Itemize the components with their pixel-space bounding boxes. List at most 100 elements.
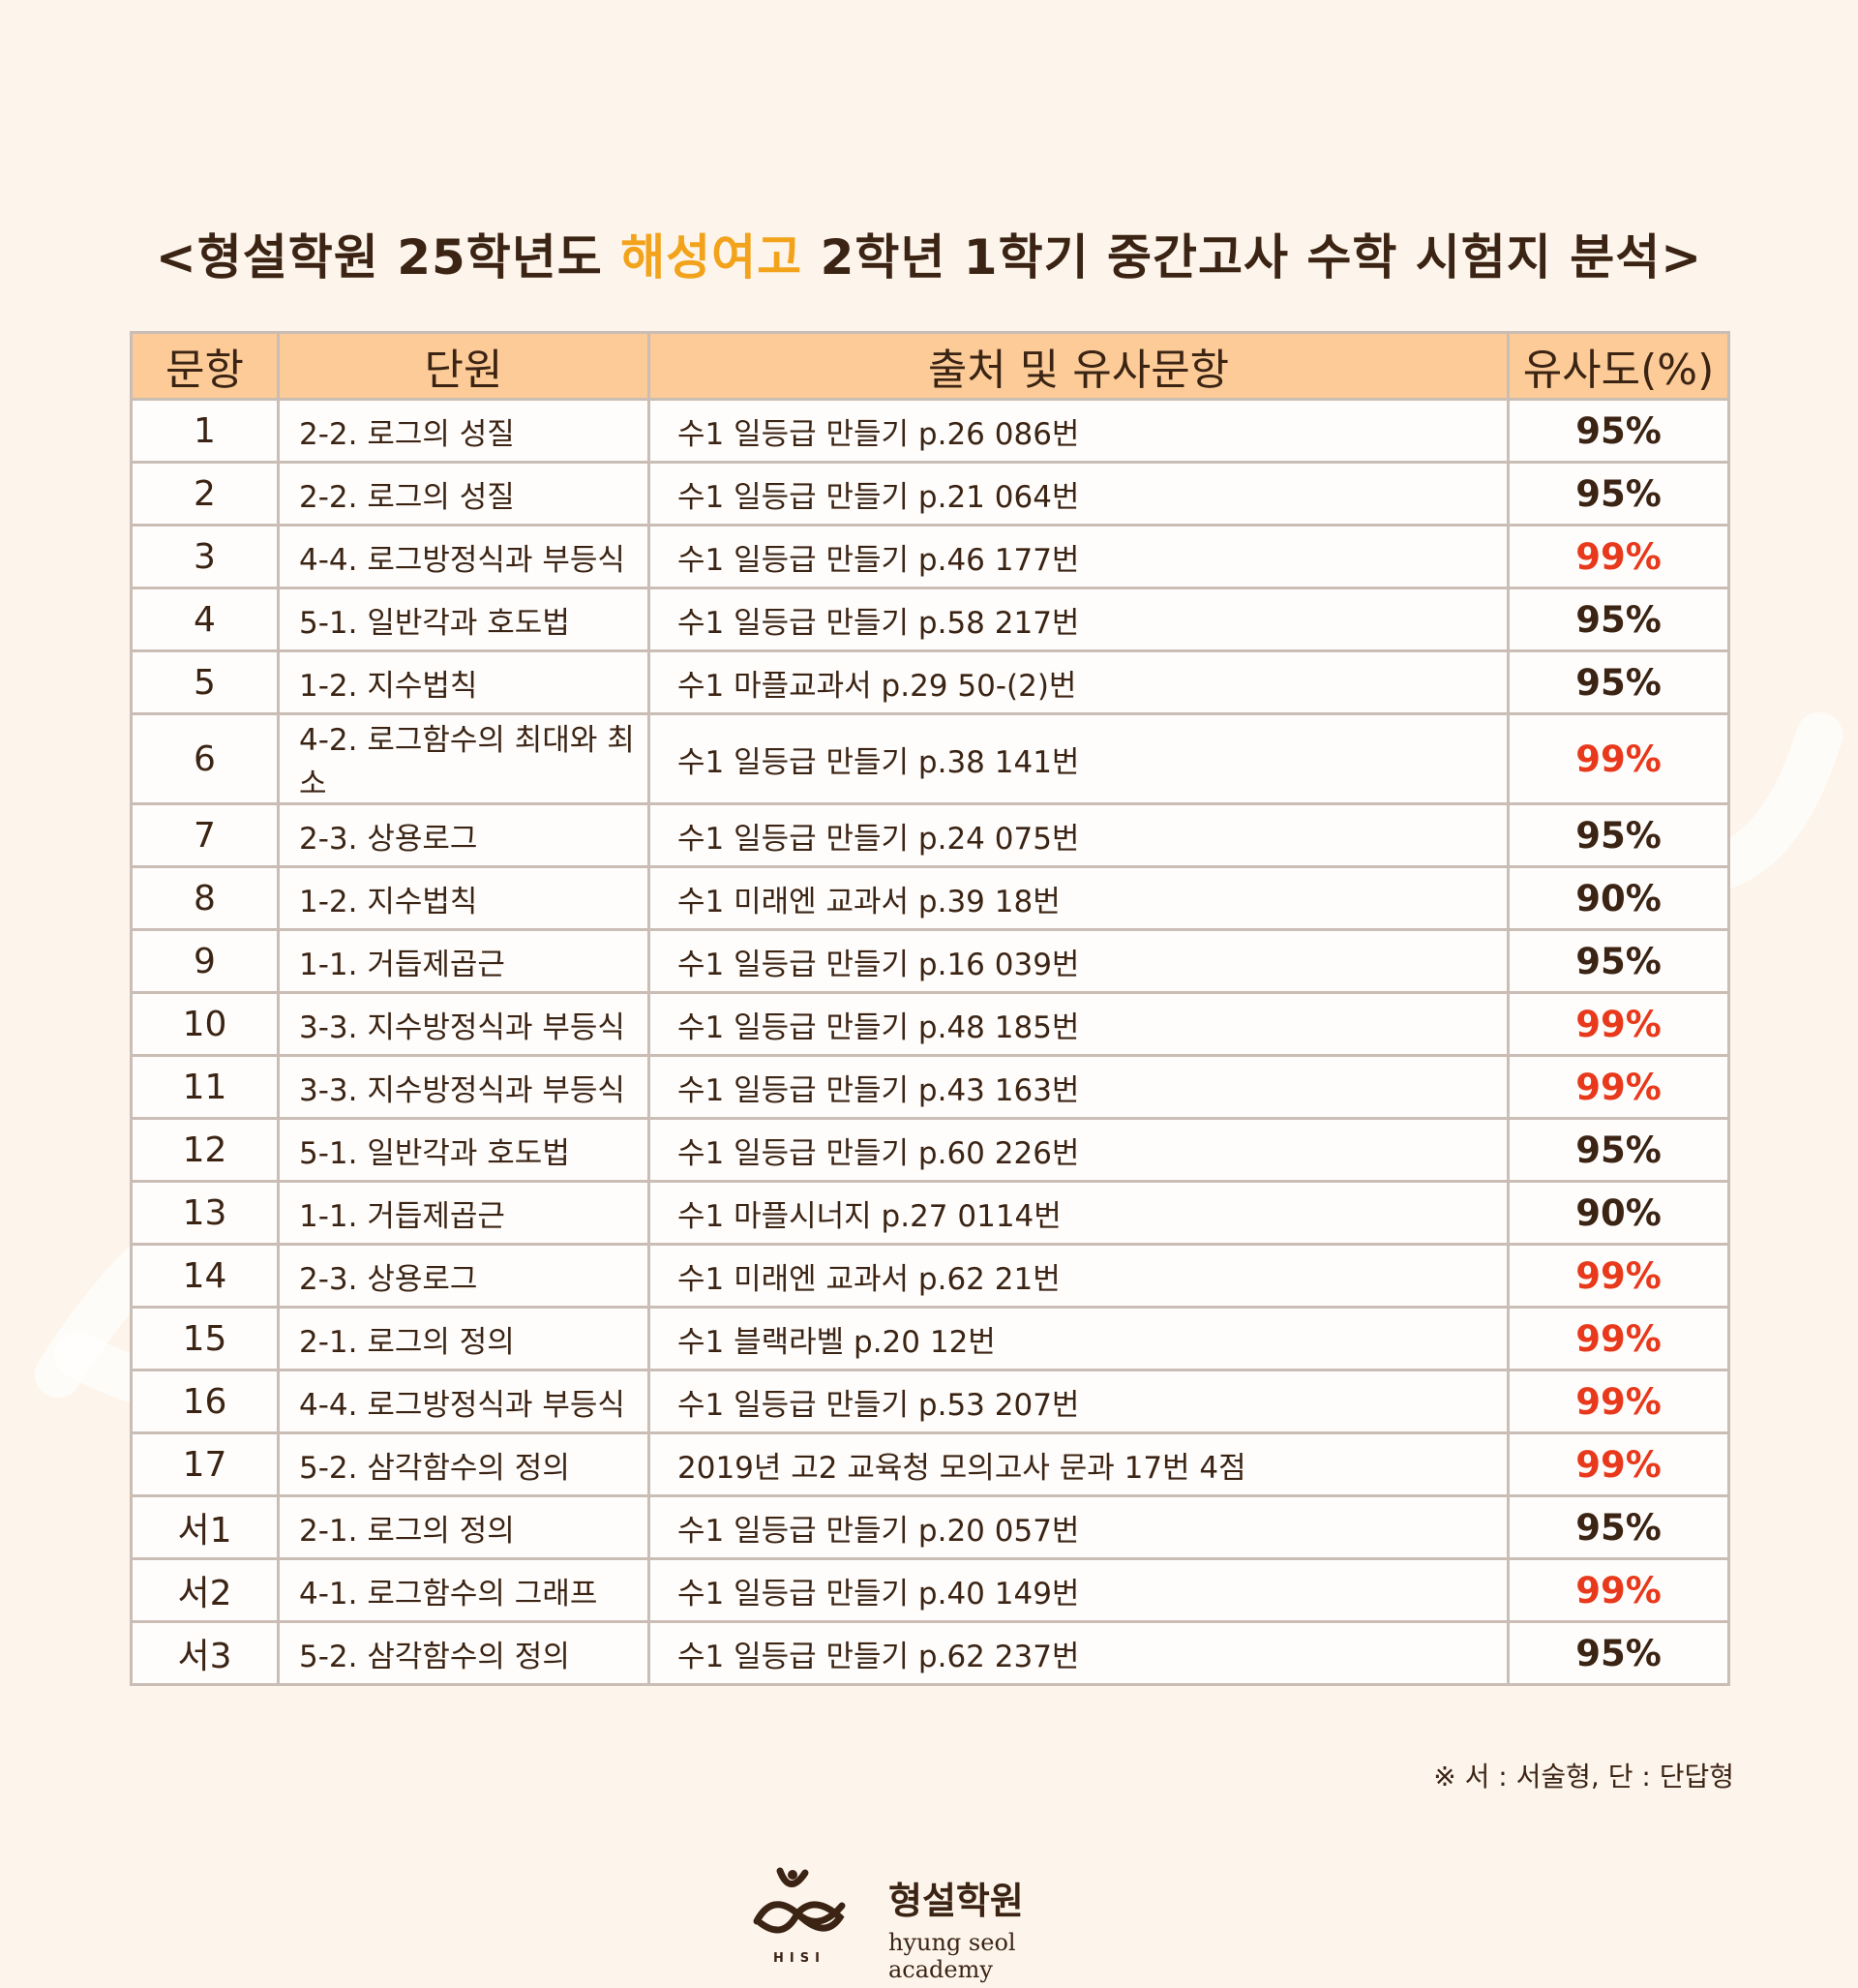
unit-cell: 2-2. 로그의 성질	[277, 398, 650, 464]
title-suffix: 2학년 1학기 중간고사 수학 시험지 분석>	[802, 229, 1703, 286]
unit-cell: 1-1. 거듭제곱근	[277, 928, 650, 994]
table-row: 서1 2-1. 로그의 정의 수1 일등급 만들기 p.20 057번 95%	[130, 1494, 1730, 1560]
question-number-cell: 12	[130, 1117, 280, 1183]
unit-cell: 5-1. 일반각과 호도법	[277, 587, 650, 652]
unit-cell: 5-1. 일반각과 호도법	[277, 1117, 650, 1183]
source-cell: 2019년 고2 교육청 모의고사 문과 17번 4점	[647, 1431, 1510, 1497]
similarity-cell: 99%	[1507, 524, 1730, 589]
similarity-cell: 95%	[1507, 802, 1730, 868]
header-source: 출처 및 유사문항	[647, 331, 1510, 401]
similarity-cell: 95%	[1507, 461, 1730, 527]
table-row: 5 1-2. 지수법칙 수1 마플교과서 p.29 50-(2)번 95%	[130, 649, 1730, 715]
source-cell: 수1 일등급 만들기 p.46 177번	[647, 524, 1510, 589]
source-cell: 수1 일등급 만들기 p.21 064번	[647, 461, 1510, 527]
question-number-cell: 3	[130, 524, 280, 589]
similarity-cell: 99%	[1507, 1557, 1730, 1623]
source-cell: 수1 일등급 만들기 p.53 207번	[647, 1369, 1510, 1434]
similarity-cell: 95%	[1507, 1494, 1730, 1560]
unit-cell: 2-3. 상용로그	[277, 802, 650, 868]
question-number-cell: 9	[130, 928, 280, 994]
similarity-cell: 95%	[1507, 928, 1730, 994]
similarity-cell: 90%	[1507, 865, 1730, 931]
logo-subtitle: hyung seol academy	[888, 1929, 1016, 1983]
title-prefix: <형설학원 25학년도	[155, 229, 621, 286]
source-cell: 수1 일등급 만들기 p.48 185번	[647, 991, 1510, 1057]
source-cell: 수1 일등급 만들기 p.38 141번	[647, 712, 1510, 805]
unit-cell: 5-2. 삼각함수의 정의	[277, 1431, 650, 1497]
question-number-cell: 10	[130, 991, 280, 1057]
table-row: 7 2-3. 상용로그 수1 일등급 만들기 p.24 075번 95%	[130, 802, 1730, 868]
unit-cell: 2-2. 로그의 성질	[277, 461, 650, 527]
question-number-cell: 11	[130, 1054, 280, 1120]
question-number-cell: 서3	[130, 1620, 280, 1686]
question-number-cell: 8	[130, 865, 280, 931]
similarity-cell: 95%	[1507, 1117, 1730, 1183]
academy-logo-icon: HISI	[753, 1867, 846, 1966]
table-row: 17 5-2. 삼각함수의 정의 2019년 고2 교육청 모의고사 문과 17번 …	[130, 1431, 1730, 1497]
similarity-cell: 99%	[1507, 1243, 1730, 1309]
similarity-cell: 99%	[1507, 1306, 1730, 1371]
source-cell: 수1 마플시너지 p.27 0114번	[647, 1180, 1510, 1246]
unit-cell: 4-4. 로그방정식과 부등식	[277, 1369, 650, 1434]
question-number-cell: 5	[130, 649, 280, 715]
unit-cell: 1-1. 거듭제곱근	[277, 1180, 650, 1246]
table-row: 서2 4-1. 로그함수의 그래프 수1 일등급 만들기 p.40 149번 99%	[130, 1557, 1730, 1623]
question-number-cell: 6	[130, 712, 280, 805]
table-row: 3 4-4. 로그방정식과 부등식 수1 일등급 만들기 p.46 177번 99%	[130, 524, 1730, 589]
table-row: 16 4-4. 로그방정식과 부등식 수1 일등급 만들기 p.53 207번 99%	[130, 1369, 1730, 1434]
question-number-cell: 13	[130, 1180, 280, 1246]
question-number-cell: 16	[130, 1369, 280, 1434]
similarity-cell: 95%	[1507, 649, 1730, 715]
exam-analysis-table: 문항 단원 출처 및 유사문항 유사도(%) 1 2-2. 로그의 성질 수1 일등…	[130, 331, 1730, 1686]
header-unit: 단원	[277, 331, 650, 401]
table-row: 10 3-3. 지수방정식과 부등식 수1 일등급 만들기 p.48 185번 99%	[130, 991, 1730, 1057]
unit-cell: 1-2. 지수법칙	[277, 649, 650, 715]
question-number-cell: 4	[130, 587, 280, 652]
table-row: 4 5-1. 일반각과 호도법 수1 일등급 만들기 p.58 217번 95%	[130, 587, 1730, 652]
unit-cell: 1-2. 지수법칙	[277, 865, 650, 931]
question-number-cell: 15	[130, 1306, 280, 1371]
unit-cell: 4-1. 로그함수의 그래프	[277, 1557, 650, 1623]
unit-cell: 2-1. 로그의 정의	[277, 1306, 650, 1371]
table-row: 서3 5-2. 삼각함수의 정의 수1 일등급 만들기 p.62 237번 95%	[130, 1620, 1730, 1686]
source-cell: 수1 마플교과서 p.29 50-(2)번	[647, 649, 1510, 715]
question-number-cell: 서2	[130, 1557, 280, 1623]
source-cell: 수1 일등급 만들기 p.16 039번	[647, 928, 1510, 994]
source-cell: 수1 일등급 만들기 p.24 075번	[647, 802, 1510, 868]
source-cell: 수1 일등급 만들기 p.58 217번	[647, 587, 1510, 652]
unit-cell: 2-1. 로그의 정의	[277, 1494, 650, 1560]
source-cell: 수1 일등급 만들기 p.40 149번	[647, 1557, 1510, 1623]
question-number-cell: 서1	[130, 1494, 280, 1560]
similarity-cell: 99%	[1507, 1431, 1730, 1497]
similarity-cell: 95%	[1507, 587, 1730, 652]
unit-cell: 2-3. 상용로그	[277, 1243, 650, 1309]
similarity-cell: 95%	[1507, 1620, 1730, 1686]
unit-cell: 3-3. 지수방정식과 부등식	[277, 991, 650, 1057]
table-row: 2 2-2. 로그의 성질 수1 일등급 만들기 p.21 064번 95%	[130, 461, 1730, 527]
source-cell: 수1 일등급 만들기 p.26 086번	[647, 398, 1510, 464]
similarity-cell: 99%	[1507, 1369, 1730, 1434]
footnote: ※ 서 : 서술형, 단 : 단답형	[1433, 1761, 1734, 1792]
unit-cell: 3-3. 지수방정식과 부등식	[277, 1054, 650, 1120]
logo-mark-letters: HISI	[773, 1951, 825, 1966]
page-title: <형설학원 25학년도 해성여고 2학년 1학기 중간고사 수학 시험지 분석>	[0, 219, 1858, 288]
unit-cell: 4-2. 로그함수의 최대와 최소	[277, 712, 650, 805]
table-header-row: 문항 단원 출처 및 유사문항 유사도(%)	[130, 331, 1730, 401]
table-row: 6 4-2. 로그함수의 최대와 최소 수1 일등급 만들기 p.38 141번 99…	[130, 712, 1730, 805]
table-row: 9 1-1. 거듭제곱근 수1 일등급 만들기 p.16 039번 95%	[130, 928, 1730, 994]
header-question: 문항	[130, 331, 280, 401]
logo-name: 형설학원	[888, 1879, 1024, 1922]
table-row: 12 5-1. 일반각과 호도법 수1 일등급 만들기 p.60 226번 95%	[130, 1117, 1730, 1183]
source-cell: 수1 미래엔 교과서 p.62 21번	[647, 1243, 1510, 1309]
header-similarity: 유사도(%)	[1507, 331, 1730, 401]
table-row: 8 1-2. 지수법칙 수1 미래엔 교과서 p.39 18번 90%	[130, 865, 1730, 931]
similarity-cell: 99%	[1507, 991, 1730, 1057]
source-cell: 수1 일등급 만들기 p.60 226번	[647, 1117, 1510, 1183]
similarity-cell: 90%	[1507, 1180, 1730, 1246]
similarity-cell: 99%	[1507, 1054, 1730, 1120]
source-cell: 수1 일등급 만들기 p.62 237번	[647, 1620, 1510, 1686]
unit-cell: 5-2. 삼각함수의 정의	[277, 1620, 650, 1686]
table-row: 1 2-2. 로그의 성질 수1 일등급 만들기 p.26 086번 95%	[130, 398, 1730, 464]
unit-cell: 4-4. 로그방정식과 부등식	[277, 524, 650, 589]
table-row: 11 3-3. 지수방정식과 부등식 수1 일등급 만들기 p.43 163번 99%	[130, 1054, 1730, 1120]
